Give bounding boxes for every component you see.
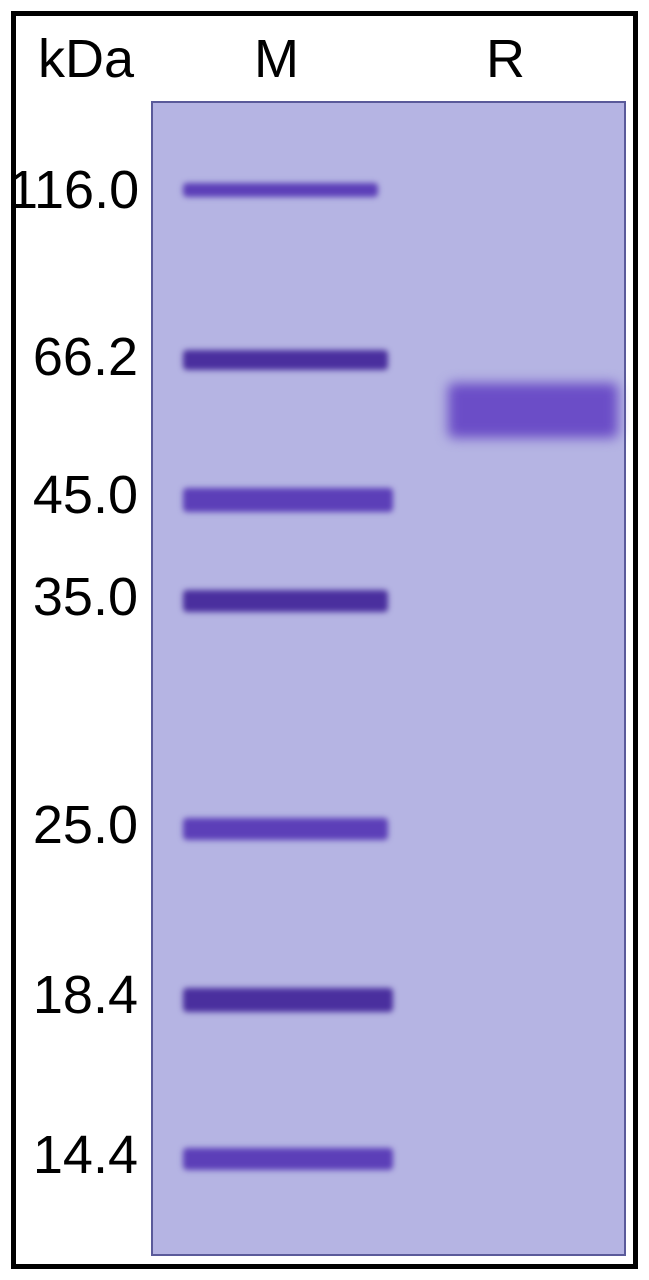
sample-band [448,383,618,438]
marker-band [183,183,378,197]
marker-band [183,1148,393,1170]
gel-image [151,101,626,1256]
marker-band [183,488,393,512]
mw-label: 25.0 [8,794,138,856]
marker-band [183,590,388,612]
marker-band [183,350,388,370]
mw-label: 18.4 [8,964,138,1026]
mw-label: 35.0 [8,566,138,628]
sample-lane-label: R [486,28,525,90]
marker-lane-label: M [254,28,299,90]
gel-frame: kDa M R 116.0 66.2 45.0 35.0 25.0 18.4 14.4 [11,11,638,1269]
mw-label: 14.4 [8,1124,138,1186]
mw-label: 45.0 [8,464,138,526]
marker-band [183,988,393,1012]
mw-label: 66.2 [8,326,138,388]
unit-label: kDa [38,28,134,90]
marker-band [183,818,388,840]
lane-labels-row: M R [151,28,633,98]
mw-label: 116.0 [8,159,138,221]
